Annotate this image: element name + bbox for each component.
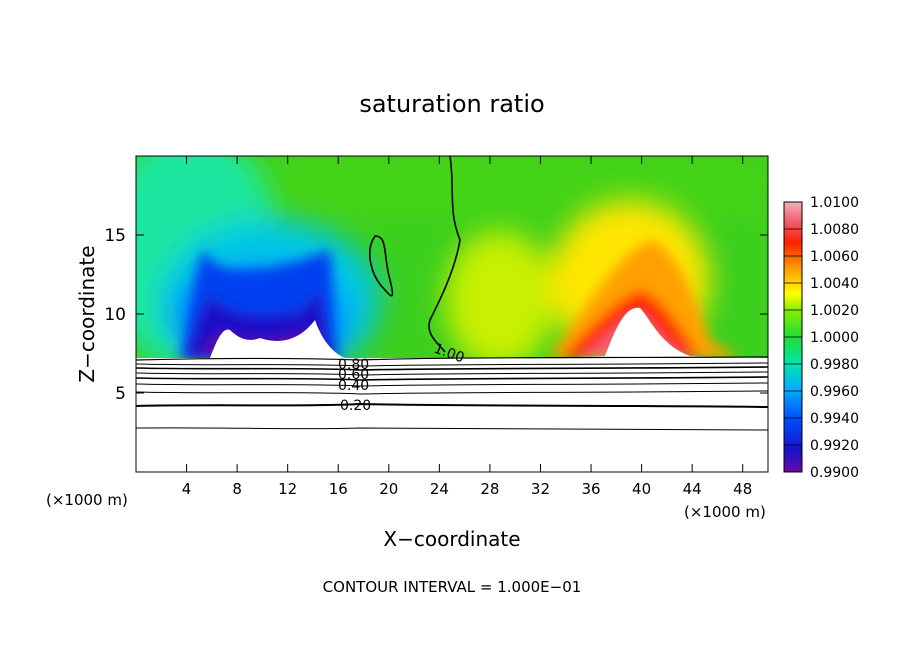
colorbar-tick-label: 1.0020	[810, 303, 859, 319]
colorbar-tick-label: 0.9940	[810, 411, 859, 427]
x-tick-label: 44	[683, 480, 702, 498]
colorbar-tick-label: 0.9980	[810, 357, 859, 373]
y-tick-label: 10	[104, 305, 126, 325]
y-tick-label: 15	[104, 226, 126, 246]
x-tick-label: 24	[430, 480, 449, 498]
contour-lines	[136, 156, 768, 431]
colorbar-tick-label: 1.0060	[810, 249, 859, 265]
chart-title: saturation ratio	[359, 90, 544, 118]
colorbar-tick-label: 1.0040	[810, 276, 859, 292]
x-unit-label-left: (×1000 m)	[46, 491, 128, 509]
x-tick-label: 40	[632, 480, 651, 498]
x-tick-label: 4	[182, 480, 192, 498]
x-tick-label: 28	[480, 480, 499, 498]
contour-label: 0.40	[338, 378, 369, 394]
x-tick-label: 8	[232, 480, 242, 498]
x-tick-label: 12	[278, 480, 297, 498]
x-unit-label-right: (×1000 m)	[684, 503, 766, 521]
contour-label: 0.80	[338, 357, 369, 373]
colorbar-tick-label: 1.0080	[810, 222, 859, 238]
x-tick-label: 20	[379, 480, 398, 498]
contour-label: 0.20	[340, 398, 371, 414]
colorbar-tick-label: 1.0000	[810, 330, 859, 346]
heatmap-field	[136, 156, 768, 472]
y-axis: 5 10 15	[104, 226, 768, 404]
x-axis: 4 8 12 16 20 24 28 32 36 40 44 48	[182, 156, 752, 498]
x-axis-label: X−coordinate	[383, 527, 520, 551]
x-tick-label: 48	[733, 480, 752, 498]
colorbar-tick-label: 0.9960	[810, 384, 859, 400]
x-tick-label: 36	[581, 480, 600, 498]
y-axis-label: Z−coordinate	[75, 245, 99, 382]
x-tick-label: 32	[531, 480, 550, 498]
x-tick-label: 16	[329, 480, 348, 498]
y-tick-label: 5	[115, 384, 126, 404]
colorbar-tick-label: 1.0100	[810, 195, 859, 211]
contour-label: 0.60	[338, 367, 369, 383]
contour-interval-note: CONTOUR INTERVAL = 1.000E−01	[323, 578, 582, 596]
colorbar-ticks: 1.0100 1.0080 1.0060 1.0040 1.0020 1.0000 0.99…	[784, 195, 859, 481]
colorbar-tick-label: 0.9920	[810, 438, 859, 454]
colorbar-tick-label: 0.9900	[810, 465, 859, 481]
